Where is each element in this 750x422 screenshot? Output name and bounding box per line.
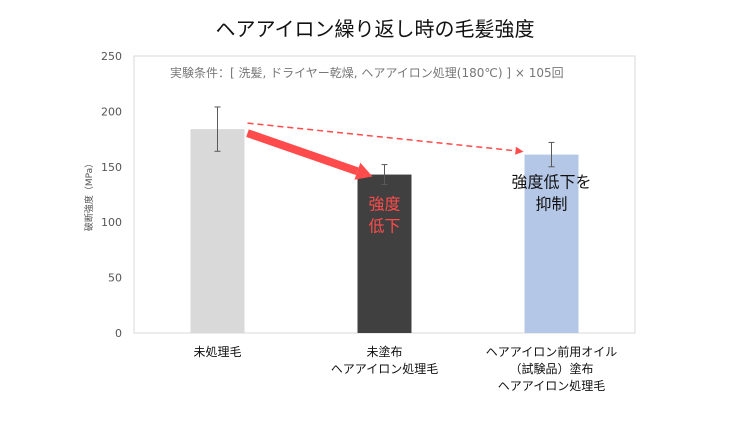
x-category-label: 未処理毛 bbox=[193, 345, 241, 359]
suppress-annotation-label: 強度低下を bbox=[511, 173, 591, 192]
y-tick-label: 200 bbox=[101, 105, 122, 118]
error-bars bbox=[214, 106, 555, 186]
y-tick-label: 0 bbox=[115, 327, 122, 340]
drop-annotation-label: 低下 bbox=[368, 217, 400, 236]
chart-title: ヘアアイロン繰り返し時の毛髪強度 bbox=[216, 17, 535, 41]
x-category-label: ヘアアイロン前用オイル bbox=[486, 344, 617, 359]
bar bbox=[190, 129, 245, 333]
y-axis-label: 破断強度（MPa） bbox=[83, 159, 95, 231]
trend-arrow-dashed bbox=[247, 122, 516, 152]
drop-arrow-shaft bbox=[246, 129, 359, 176]
y-tick-label: 250 bbox=[101, 50, 122, 63]
x-category-label: ヘアアイロン処理毛 bbox=[331, 362, 438, 376]
x-category-label: ヘアアイロン処理毛 bbox=[498, 379, 605, 393]
drop-annotation-label: 強度 bbox=[368, 195, 400, 214]
y-axis-ticks: 0 50 100 150 200 250 bbox=[101, 50, 122, 340]
trend-arrow-head bbox=[515, 146, 524, 155]
y-tick-label: 50 bbox=[108, 272, 122, 285]
drop-arrow-head bbox=[354, 162, 373, 180]
x-category-label: （試験品）塗布 bbox=[509, 361, 593, 376]
condition-note: 実験条件：[ 洗髪, ドライヤー乾燥, ヘアアイロン処理(180℃) ] × 1… bbox=[170, 65, 564, 80]
x-category-label: 未塗布 bbox=[366, 344, 402, 359]
suppress-annotation-label: 抑制 bbox=[535, 195, 567, 214]
bar bbox=[524, 154, 579, 333]
y-tick-label: 100 bbox=[101, 216, 122, 229]
bar bbox=[357, 174, 412, 333]
x-axis-category-labels: 未処理毛 未塗布ヘアアイロン処理毛ヘアアイロン前用オイル（試験品）塗布ヘアアイロン… bbox=[193, 344, 617, 393]
bars bbox=[190, 129, 579, 333]
y-tick-label: 150 bbox=[101, 161, 122, 174]
